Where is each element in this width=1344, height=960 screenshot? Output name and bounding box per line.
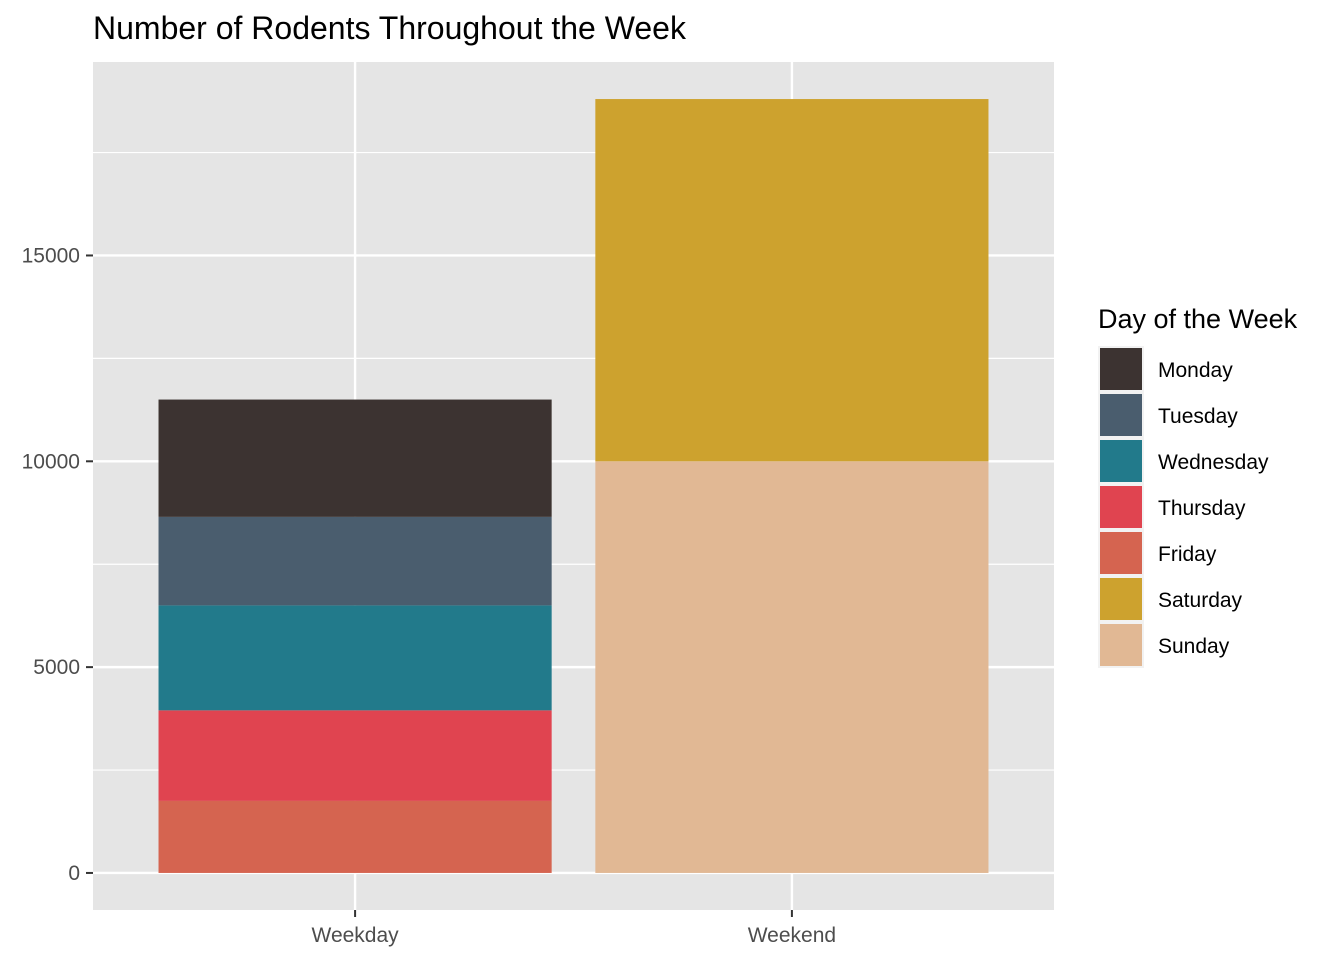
y-tick-label: 15000 — [22, 244, 80, 267]
bar-segment-weekday-wednesday — [158, 605, 552, 711]
y-axis: 0 5000 10000 15000 — [22, 244, 93, 885]
legend-key-sunday — [1100, 624, 1142, 666]
legend-label-tuesday: Tuesday — [1158, 405, 1238, 428]
x-axis: Weekday Weekend — [312, 910, 836, 947]
legend-key-wednesday — [1100, 440, 1142, 482]
bar-segment-weekday-monday — [158, 399, 552, 517]
legend-key-friday — [1100, 532, 1142, 574]
y-tick-label: 5000 — [33, 656, 80, 679]
legend-label-sunday: Sunday — [1158, 635, 1230, 658]
bar-segment-weekday-friday — [158, 800, 552, 873]
chart-title: Number of Rodents Throughout the Week — [93, 10, 687, 46]
legend-label-thursday: Thursday — [1158, 497, 1246, 520]
bar-segment-weekend-saturday — [595, 99, 989, 462]
legend-key-monday — [1100, 348, 1142, 390]
legend-title: Day of the Week — [1098, 304, 1298, 334]
bar-segment-weekday-thursday — [158, 710, 552, 801]
y-tick-label: 10000 — [22, 450, 80, 473]
bar-segment-weekday-tuesday — [158, 516, 552, 606]
legend-label-wednesday: Wednesday — [1158, 451, 1269, 474]
legend-label-friday: Friday — [1158, 543, 1217, 566]
legend-key-saturday — [1100, 578, 1142, 620]
bars — [158, 99, 989, 873]
legend-label-saturday: Saturday — [1158, 589, 1243, 612]
bar-segment-weekend-sunday — [595, 461, 989, 873]
y-tick-label: 0 — [68, 862, 80, 885]
x-tick-label: Weekend — [748, 924, 836, 947]
legend-key-thursday — [1100, 486, 1142, 528]
legend-items: Monday Tuesday Wednesday Thursday Friday Satu… — [1098, 346, 1269, 668]
x-tick-label: Weekday — [312, 924, 400, 947]
legend-key-tuesday — [1100, 394, 1142, 436]
legend-label-monday: Monday — [1158, 359, 1233, 382]
legend: Day of the Week Monday Tuesday Wednesday Th… — [1098, 304, 1298, 668]
